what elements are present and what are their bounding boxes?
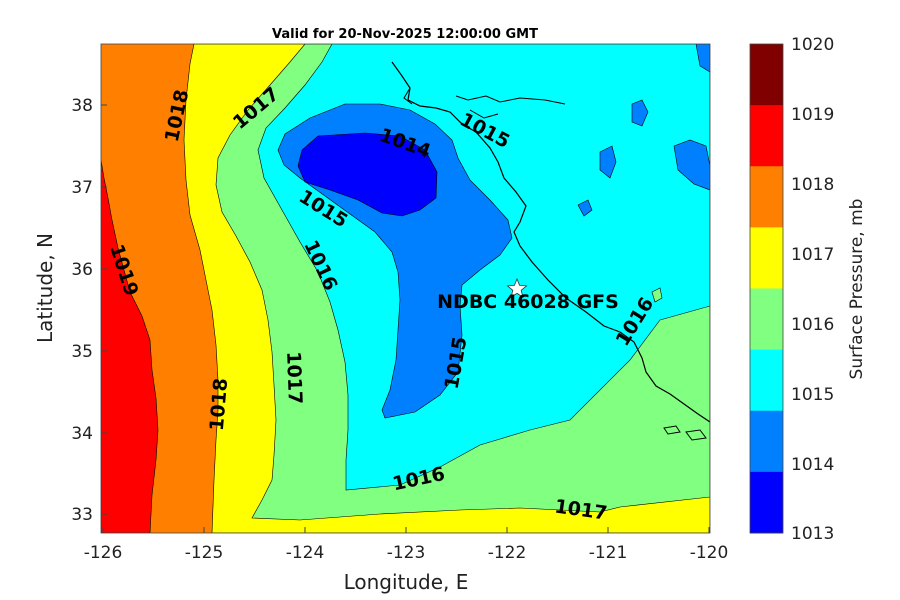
colorbar-band-1019-1020 <box>750 44 783 106</box>
map-title: Valid for 20-Nov-2025 12:00:00 GMT <box>272 27 538 42</box>
y-tick-label: 37 <box>71 178 93 198</box>
colorbar-tick-label: 1016 <box>791 315 834 335</box>
x-tick-label: -121 <box>589 543 628 563</box>
y-tick-label: 38 <box>71 96 93 116</box>
band-1012-1013 <box>297 132 438 217</box>
contour-label: 1017 <box>282 351 306 405</box>
colorbar-band-1013-1014 <box>750 410 783 473</box>
x-tick-label: -125 <box>185 543 224 563</box>
y-axis: 38 37 36 35 34 33 Latitude, N <box>33 96 107 525</box>
bay-coast <box>403 87 566 119</box>
colorbar-tick-label: 1019 <box>791 105 834 125</box>
blue-island-1 <box>631 99 649 127</box>
y-tick-label: 33 <box>71 505 93 525</box>
colorbar-tick-label: 1014 <box>791 455 834 475</box>
y-axis-label: Latitude, N <box>33 233 57 343</box>
colorbar <box>750 44 783 534</box>
x-tick-label: -126 <box>84 543 123 563</box>
pressure-contour-field: 1018 1017 1014 1015 1015 1019 1016 1016 … <box>101 44 710 533</box>
blue-island-2 <box>599 145 617 179</box>
blue-island-5 <box>695 44 710 73</box>
colorbar-band-1014-1015 <box>750 349 783 412</box>
colorbar-tick-label: 1013 <box>791 524 834 544</box>
colorbar-tick-label: 1015 <box>791 385 834 405</box>
colorbar-tick-label: 1018 <box>791 175 834 195</box>
colorbar-band-1018-1019 <box>750 105 783 167</box>
y-tick-label: 34 <box>71 424 93 444</box>
star-icon <box>506 277 528 298</box>
colorbar-tick-label: 1017 <box>791 245 834 265</box>
contour-label: 1018 <box>206 377 233 432</box>
colorbar-band-1017-1018 <box>750 166 783 228</box>
colorbar-band-1016-1017 <box>750 227 783 289</box>
colorbar-band-1012-1013 <box>750 471 783 534</box>
colorbar-ticks: 1020 1019 1018 1017 1016 1015 1014 1013 <box>791 35 834 544</box>
colorbar-tick-label: 1020 <box>791 35 834 55</box>
y-tick-label: 36 <box>71 260 93 280</box>
station-label: NDBC 46028 GFS <box>437 291 619 313</box>
x-axis-label: Longitude, E <box>344 570 469 594</box>
colorbar-frame <box>749 43 784 534</box>
x-tick-label: -122 <box>488 543 527 563</box>
channel-islands <box>663 425 707 441</box>
colorbar-band-1015-1016 <box>750 288 783 351</box>
x-tick-label: -124 <box>286 543 325 563</box>
x-axis: -126 -125 -124 -123 -122 -121 -120 Longi… <box>84 527 729 594</box>
coastline <box>391 61 710 423</box>
green-island <box>651 287 663 303</box>
blue-island-3 <box>673 139 710 191</box>
x-tick-label: -120 <box>690 543 729 563</box>
x-tick-label: -123 <box>387 543 426 563</box>
blue-island-4 <box>577 199 593 217</box>
y-tick-label: 35 <box>71 342 93 362</box>
colorbar-label: Surface Pressure, mb <box>847 199 867 380</box>
band-1018-1019 <box>101 159 159 533</box>
